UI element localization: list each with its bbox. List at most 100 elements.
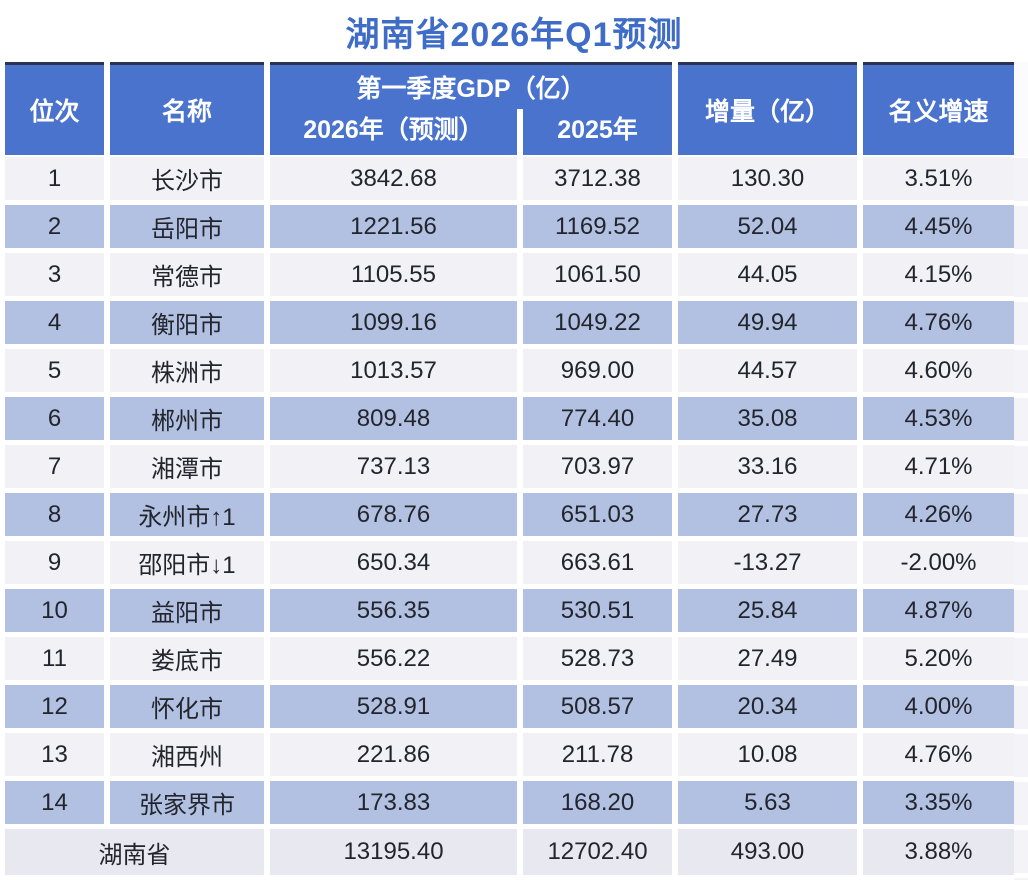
gdp-table: 位次 名称 第一季度GDP（亿） 2026年（预测） 2025年 增量（亿） 名… <box>5 62 1014 875</box>
rank-cell: 13 <box>5 733 104 776</box>
growth-cell: 4.15% <box>863 253 1014 296</box>
gdp2026-cell: 528.91 <box>270 685 517 728</box>
gdp2026-cell: 1221.56 <box>270 205 517 248</box>
name-cell: 邵阳市↓1 <box>110 541 264 584</box>
gdp2026-cell: 221.86 <box>270 733 517 776</box>
header-column-divider <box>517 109 523 155</box>
page-title: 湖南省2026年Q1预测 <box>345 15 683 54</box>
name-cell: 益阳市 <box>110 589 264 632</box>
table-row: 13 湘西州 221.86 211.78 10.08 4.76% <box>5 733 1014 776</box>
name-cell: 张家界市 <box>110 781 264 824</box>
table-row: 10 益阳市 556.35 530.51 25.84 4.87% <box>5 589 1014 632</box>
gdp2026-cell: 1099.16 <box>270 301 517 344</box>
table-row: 5 株洲市 1013.57 969.00 44.57 4.60% <box>5 349 1014 392</box>
name-cell: 怀化市 <box>110 685 264 728</box>
table-row: 14 张家界市 173.83 168.20 5.63 3.35% <box>5 781 1014 824</box>
header-increment: 增量（亿） <box>678 62 857 155</box>
increment-cell: 49.94 <box>678 301 857 344</box>
rank-cell: 8 <box>5 493 104 536</box>
header-gdp-subrow: 2026年（预测） 2025年 <box>270 109 672 155</box>
increment-cell: 20.34 <box>678 685 857 728</box>
table-row: 9 邵阳市↓1 650.34 663.61 -13.27 -2.00% <box>5 541 1014 584</box>
total-gdp2026-cell: 13195.40 <box>270 829 517 875</box>
gdp2026-cell: 737.13 <box>270 445 517 488</box>
gdp2025-cell: 528.73 <box>523 637 672 680</box>
gdp2025-cell: 651.03 <box>523 493 672 536</box>
gdp2026-cell: 3842.68 <box>270 157 517 200</box>
growth-cell: 4.00% <box>863 685 1014 728</box>
increment-cell: 27.49 <box>678 637 857 680</box>
header-gdp-group: 第一季度GDP（亿） 2026年（预测） 2025年 <box>270 62 672 155</box>
increment-cell: 130.30 <box>678 157 857 200</box>
table-row: 7 湘潭市 737.13 703.97 33.16 4.71% <box>5 445 1014 488</box>
increment-cell: 44.05 <box>678 253 857 296</box>
growth-cell: 4.60% <box>863 349 1014 392</box>
header-growth: 名义增速 <box>863 62 1014 155</box>
header-gdp-2026: 2026年（预测） <box>303 116 484 144</box>
growth-cell: 4.76% <box>863 301 1014 344</box>
rank-cell: 3 <box>5 253 104 296</box>
table-row: 11 娄底市 556.22 528.73 27.49 5.20% <box>5 637 1014 680</box>
name-cell: 湘西州 <box>110 733 264 776</box>
increment-cell: 27.73 <box>678 493 857 536</box>
growth-cell: 4.26% <box>863 493 1014 536</box>
name-cell: 娄底市 <box>110 637 264 680</box>
header-gdp-2025: 2025年 <box>557 116 638 144</box>
table-row: 12 怀化市 528.91 508.57 20.34 4.00% <box>5 685 1014 728</box>
rank-cell: 4 <box>5 301 104 344</box>
total-gdp2025-cell: 12702.40 <box>523 829 672 875</box>
growth-cell: 5.20% <box>863 637 1014 680</box>
gdp2026-cell: 1013.57 <box>270 349 517 392</box>
title-bar: 湖南省2026年Q1预测 <box>0 0 1028 62</box>
table-row: 4 衡阳市 1099.16 1049.22 49.94 4.76% <box>5 301 1014 344</box>
growth-cell: 4.53% <box>863 397 1014 440</box>
rank-cell: 5 <box>5 349 104 392</box>
rank-cell: 11 <box>5 637 104 680</box>
growth-cell: 4.87% <box>863 589 1014 632</box>
gdp2025-cell: 1169.52 <box>523 205 672 248</box>
gdp2025-cell: 508.57 <box>523 685 672 728</box>
rank-cell: 2 <box>5 205 104 248</box>
gdp2026-cell: 1105.55 <box>270 253 517 296</box>
growth-cell: 3.51% <box>863 157 1014 200</box>
gdp2025-cell: 663.61 <box>523 541 672 584</box>
total-growth-cell: 3.88% <box>863 829 1014 875</box>
rank-cell: 14 <box>5 781 104 824</box>
gdp2025-cell: 211.78 <box>523 733 672 776</box>
gdp2025-cell: 774.40 <box>523 397 672 440</box>
table-header: 位次 名称 第一季度GDP（亿） 2026年（预测） 2025年 增量（亿） 名… <box>5 62 1014 155</box>
growth-cell: 4.71% <box>863 445 1014 488</box>
header-name: 名称 <box>110 62 264 155</box>
name-cell: 永州市↑1 <box>110 493 264 536</box>
gdp2025-cell: 969.00 <box>523 349 672 392</box>
gdp2026-cell: 173.83 <box>270 781 517 824</box>
gdp2025-cell: 703.97 <box>523 445 672 488</box>
header-gdp-group-label: 第一季度GDP（亿） <box>356 75 586 103</box>
increment-cell: 5.63 <box>678 781 857 824</box>
growth-cell: 4.45% <box>863 205 1014 248</box>
increment-cell: 44.57 <box>678 349 857 392</box>
growth-cell: 3.35% <box>863 781 1014 824</box>
cropped-column-edge-header <box>1014 62 1028 157</box>
gdp2025-cell: 530.51 <box>523 589 672 632</box>
gdp2025-cell: 1061.50 <box>523 253 672 296</box>
total-increment-cell: 493.00 <box>678 829 857 875</box>
table-row: 8 永州市↑1 678.76 651.03 27.73 4.26% <box>5 493 1014 536</box>
gdp2026-cell: 809.48 <box>270 397 517 440</box>
rank-cell: 10 <box>5 589 104 632</box>
header-rank: 位次 <box>5 62 104 155</box>
table-row: 2 岳阳市 1221.56 1169.52 52.04 4.45% <box>5 205 1014 248</box>
total-row: 湖南省 13195.40 12702.40 493.00 3.88% <box>5 829 1014 875</box>
total-name-cell: 湖南省 <box>5 829 264 875</box>
table-body: 1 长沙市 3842.68 3712.38 130.30 3.51% 2 岳阳市… <box>5 157 1014 824</box>
rank-cell: 6 <box>5 397 104 440</box>
growth-cell: -2.00% <box>863 541 1014 584</box>
rank-cell: 12 <box>5 685 104 728</box>
increment-cell: 35.08 <box>678 397 857 440</box>
rank-cell: 9 <box>5 541 104 584</box>
rank-cell: 1 <box>5 157 104 200</box>
increment-cell: 52.04 <box>678 205 857 248</box>
increment-cell: 33.16 <box>678 445 857 488</box>
gdp2025-cell: 3712.38 <box>523 157 672 200</box>
table-row: 3 常德市 1105.55 1061.50 44.05 4.15% <box>5 253 1014 296</box>
